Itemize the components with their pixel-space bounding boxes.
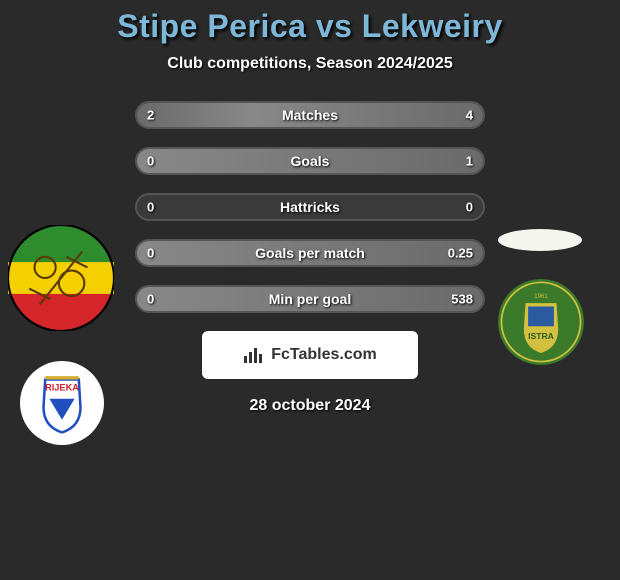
club-badge-left-2: RIJEKA	[20, 361, 104, 445]
stat-value-left: 0	[147, 154, 154, 169]
comparison-infographic: Stipe Perica vs Lekweiry Club competitio…	[0, 0, 620, 415]
stat-row: 0 538 Min per goal	[135, 285, 485, 313]
stat-label: Matches	[282, 107, 338, 123]
subtitle: Club competitions, Season 2024/2025	[0, 55, 620, 73]
page-title: Stipe Perica vs Lekweiry	[0, 8, 620, 45]
stat-value-left: 0	[147, 200, 154, 215]
stat-value-left: 0	[147, 246, 154, 261]
svg-text:ISTRA: ISTRA	[528, 331, 554, 341]
stat-value-right: 4	[466, 108, 473, 123]
svg-text:1961: 1961	[534, 294, 548, 300]
stat-value-right: 538	[451, 292, 473, 307]
stat-label: Min per goal	[269, 291, 351, 307]
stats-area: RIJEKA ISTRA 1961 24Matches01Goals00Hatt…	[0, 101, 620, 313]
stat-label: Goals	[291, 153, 330, 169]
stat-value-left: 0	[147, 292, 154, 307]
club-badge-left-1	[8, 225, 114, 331]
stat-value-right: 0	[466, 200, 473, 215]
stat-value-right: 0.25	[448, 246, 473, 261]
chart-bars-icon	[243, 346, 265, 364]
stat-value-left: 2	[147, 108, 154, 123]
stat-row: 2 4 Matches	[135, 101, 485, 129]
player-oval-right	[498, 229, 582, 251]
stat-label: Goals per match	[255, 245, 365, 261]
club-badge-right: ISTRA 1961	[498, 279, 584, 365]
stat-row: 0 1 Goals	[135, 147, 485, 175]
svg-text:RIJEKA: RIJEKA	[45, 382, 79, 392]
watermark-logo: FcTables.com	[202, 331, 418, 379]
stat-row: 0 0.25 Goals per match	[135, 239, 485, 267]
watermark-text: FcTables.com	[271, 346, 377, 364]
stat-label: Hattricks	[280, 199, 340, 215]
stat-value-right: 1	[466, 154, 473, 169]
stat-row: 0 0 Hattricks	[135, 193, 485, 221]
